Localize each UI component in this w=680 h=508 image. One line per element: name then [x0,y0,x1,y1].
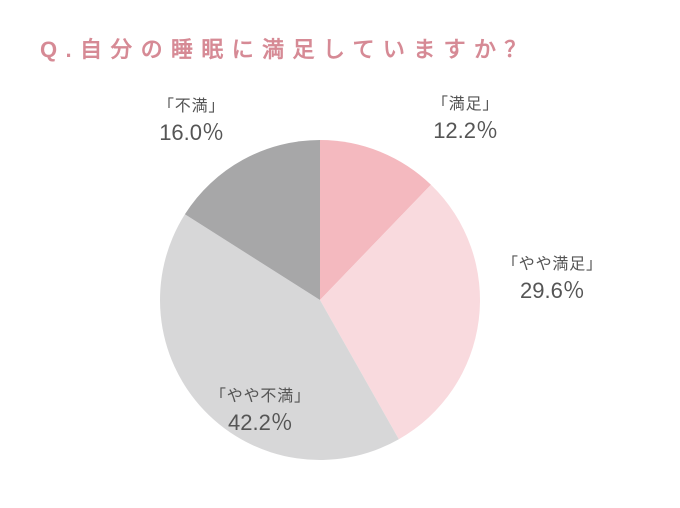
label-name: 「やや不満」 [210,386,311,408]
label-somewhat-unsatisfied: 「やや不満」 42.2％ [210,386,311,437]
label-pct: 12.2％ [432,116,499,146]
label-satisfied: 「満足」 12.2％ [432,94,499,145]
label-somewhat-satisfied: 「やや満足」 29.6％ [502,254,603,305]
pie-chart: 「満足」 12.2％ 「やや満足」 29.6％ 「やや不満」 42.2％ 「不満… [0,0,680,508]
label-unsatisfied: 「不満」 16.0％ [158,96,225,147]
label-name: 「やや満足」 [502,254,603,276]
label-name: 「満足」 [432,94,499,116]
label-pct: 42.2％ [210,408,311,438]
label-pct: 16.0％ [158,118,225,148]
label-name: 「不満」 [158,96,225,118]
label-pct: 29.6％ [502,276,603,306]
